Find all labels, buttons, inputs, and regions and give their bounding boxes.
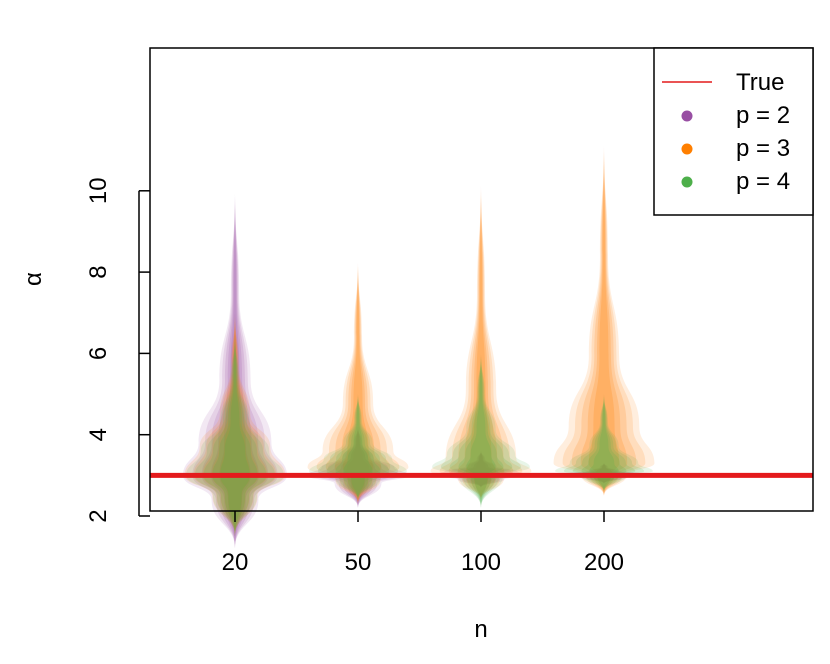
violin-p3-n100-layer4 xyxy=(465,182,497,500)
violin-p3-n20-layer3 xyxy=(211,312,259,537)
y-tick-label-4: 4 xyxy=(85,428,112,441)
violin-p3-n200-layer0 xyxy=(553,142,655,496)
violin-p4-n100-layer4 xyxy=(466,353,496,508)
violin-p2-n20-layer1 xyxy=(192,190,278,549)
legend: True p = 2 p = 3 p = 4 xyxy=(653,47,814,216)
violin-p4-n200-layer0 xyxy=(555,394,653,492)
violin-p3-n50-layer3 xyxy=(334,259,382,504)
violin-p4-n100-layer1 xyxy=(440,353,522,508)
violin-p4-n100-layer2 xyxy=(449,353,513,508)
violin-p2-n20-layer4 xyxy=(219,190,251,549)
violin-p4-n200-layer3 xyxy=(581,394,627,492)
violin-p3-n200-layer1 xyxy=(562,142,646,496)
violin-p3-n50-layer4 xyxy=(342,259,374,504)
y-axis-label: α xyxy=(20,272,47,286)
violin-p4-n20-layer3 xyxy=(212,333,258,537)
y-tick-label-10: 10 xyxy=(85,177,112,204)
violin-p4-n20-layer4 xyxy=(220,333,250,537)
legend-box xyxy=(653,47,814,216)
violin-p3-n20-layer4 xyxy=(219,312,251,537)
violin-p3-n20-layer2 xyxy=(202,312,268,537)
violin-p3-n100-layer3 xyxy=(457,182,505,500)
violin-p3-n50-layer0 xyxy=(307,259,409,504)
violin-p2-n50-layer1 xyxy=(315,426,401,508)
violin-p2-n20-layer3 xyxy=(211,190,259,549)
x-tick-label-50: 50 xyxy=(345,549,372,576)
violin-p4-n20-layer1 xyxy=(194,333,276,537)
violin-p2-n100-layer1 xyxy=(438,450,524,488)
violin-p4-n100-layer0 xyxy=(432,353,530,508)
violin-p3-n200-layer2 xyxy=(571,142,637,496)
y-tick-label-6: 6 xyxy=(85,347,112,360)
violin-p2-n50-layer0 xyxy=(306,426,410,508)
violin-p3-n20-layer0 xyxy=(184,312,286,537)
violin-p3-n50-layer2 xyxy=(325,259,391,504)
violin-p4-n100-layer3 xyxy=(458,353,504,508)
x-axis-label: n xyxy=(474,616,487,643)
violin-p3-n50-layer1 xyxy=(316,259,400,504)
legend-label-0: True xyxy=(736,69,784,96)
violin-p2-n20-layer0 xyxy=(183,190,287,549)
x-axis: 20 50 100 200 xyxy=(222,511,624,576)
x-tick-label-100: 100 xyxy=(461,549,501,576)
legend-swatch-p2 xyxy=(681,110,693,122)
violin-p3-n100-layer2 xyxy=(448,182,514,500)
violin-p3-n100-layer0 xyxy=(430,182,532,500)
y-tick-label-2: 2 xyxy=(85,509,112,522)
violin-p2-n50-layer3 xyxy=(334,426,382,508)
violin-p2-n100-layer0 xyxy=(429,450,533,488)
legend-swatch-p4 xyxy=(681,176,693,188)
legend-label-1: p = 2 xyxy=(736,102,790,129)
x-tick-label-200: 200 xyxy=(584,549,624,576)
violin-p2-n100-layer3 xyxy=(457,450,505,488)
y-tick-label-8: 8 xyxy=(85,265,112,278)
violin-p4-n200-layer2 xyxy=(572,394,636,492)
violin-p2-n50-layer4 xyxy=(342,426,374,508)
violin-p4-n20-layer2 xyxy=(203,333,267,537)
legend-label-3: p = 4 xyxy=(736,168,790,195)
violin-p2-n20-layer2 xyxy=(201,190,269,549)
violin-p3-n200-layer4 xyxy=(588,142,620,496)
violin-p3-n100-layer1 xyxy=(439,182,523,500)
x-tick-label-20: 20 xyxy=(222,549,249,576)
violin-p3-n200-layer3 xyxy=(580,142,628,496)
violin-p4-n200-layer4 xyxy=(589,394,619,492)
legend-swatch-p3 xyxy=(681,143,693,155)
violin-p4-n20-layer0 xyxy=(186,333,284,537)
violin-p2-n100-layer4 xyxy=(465,450,497,488)
violin-p2-n50-layer2 xyxy=(324,426,392,508)
violin-p4-n200-layer1 xyxy=(563,394,645,492)
violin-p2-n100-layer2 xyxy=(447,450,515,488)
legend-label-2: p = 3 xyxy=(736,135,790,162)
violin-p3-n20-layer1 xyxy=(193,312,277,537)
violin-layer xyxy=(183,142,656,549)
y-axis: 2 4 6 8 10 xyxy=(85,177,150,523)
